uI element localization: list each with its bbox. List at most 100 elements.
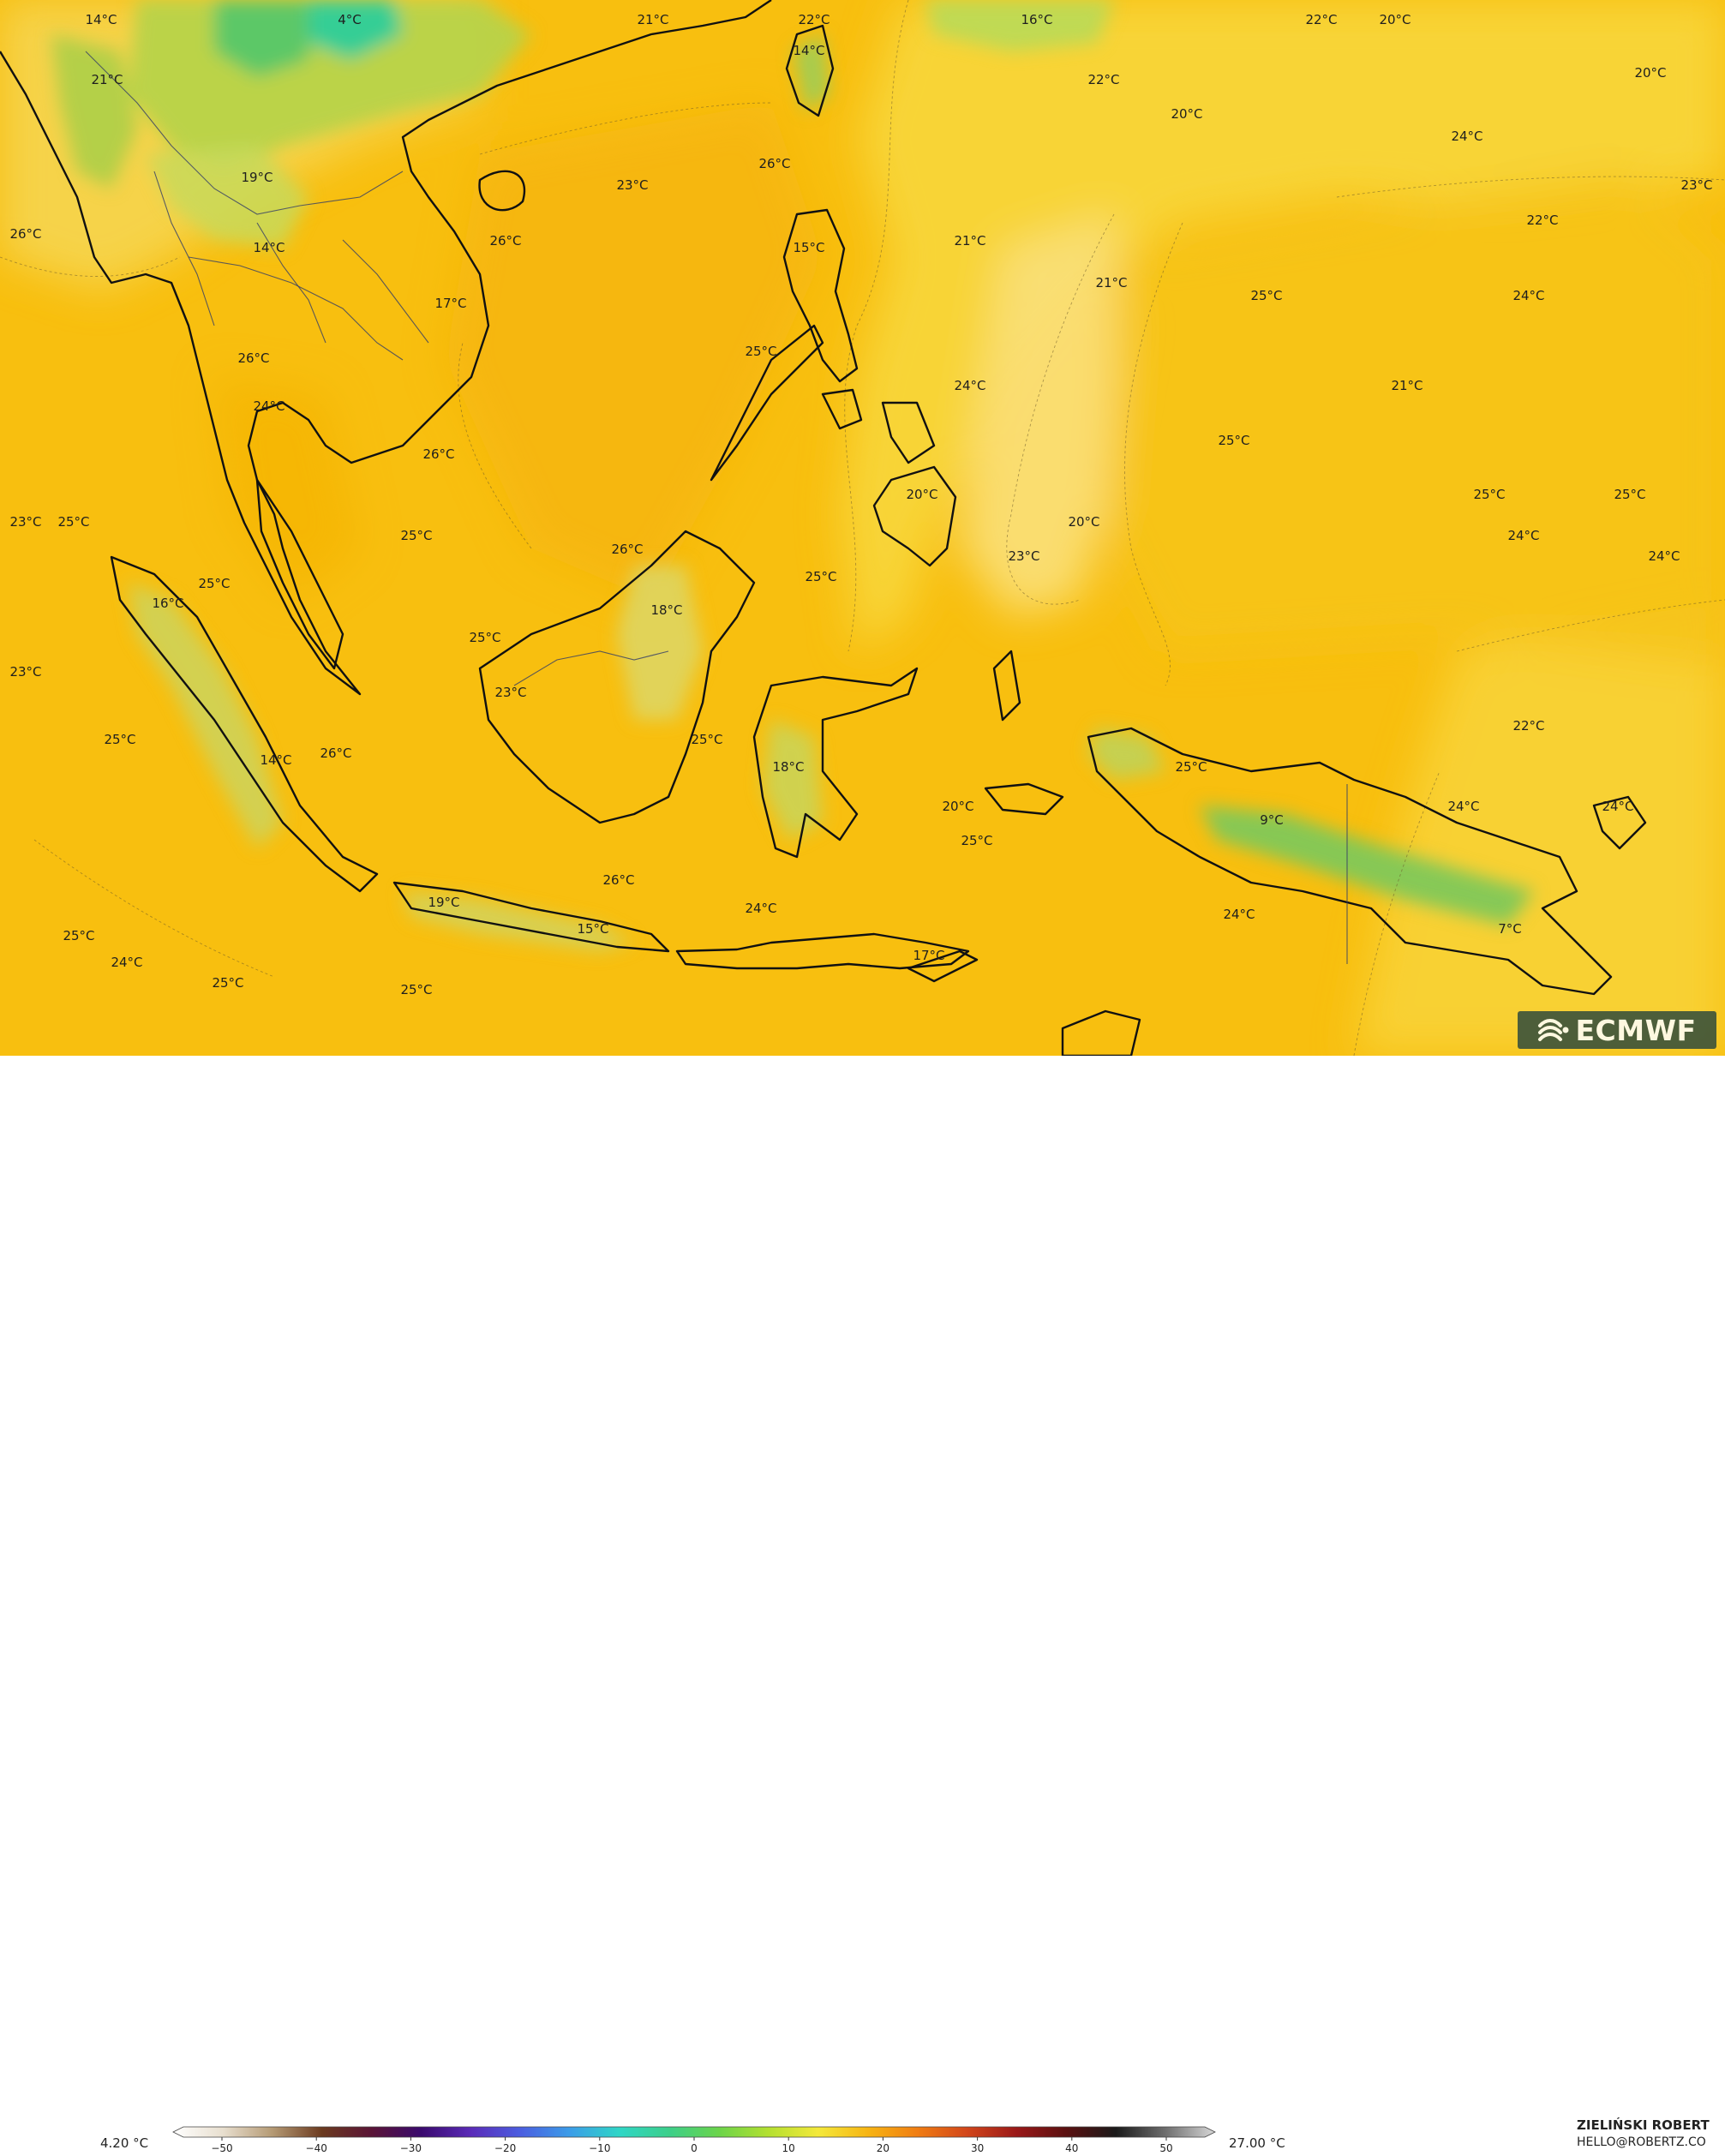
temperature-label: 26°C <box>9 226 41 242</box>
temperature-colorbar: −50 −40 −30 −20 −10 0 10 20 30 40 50 <box>172 2126 1216 2154</box>
temperature-label: 26°C <box>758 156 790 171</box>
temperature-label: 25°C <box>1473 487 1505 502</box>
temperature-label: 14°C <box>793 43 824 58</box>
temperature-label: 14°C <box>260 752 291 768</box>
temperature-label: 26°C <box>320 746 351 761</box>
temperature-label: 22°C <box>1305 12 1337 27</box>
ecmwf-logo: ECMWF <box>1518 1011 1716 1049</box>
temperature-label: 25°C <box>400 528 432 543</box>
temperature-label: 20°C <box>942 799 973 814</box>
temperature-label: 25°C <box>961 833 992 848</box>
temperature-label: 21°C <box>91 72 123 87</box>
temperature-label: 20°C <box>1379 12 1411 27</box>
national-borders <box>85 51 1348 964</box>
temperature-label: 25°C <box>400 982 432 997</box>
temperature-label: 22°C <box>1087 72 1119 87</box>
author-email: HELLO@ROBERTZ.CO <box>1577 2135 1706 2149</box>
max-temperature-value: 27.00 °C <box>1229 2135 1285 2151</box>
temperature-label: 23°C <box>1680 177 1712 193</box>
temperature-label: 24°C <box>111 955 142 970</box>
temperature-label: 18°C <box>772 759 804 775</box>
temperature-label: 17°C <box>434 296 466 311</box>
temperature-label: 21°C <box>637 12 668 27</box>
temperature-label: 23°C <box>9 664 41 680</box>
temperature-label: 24°C <box>954 378 985 393</box>
temperature-label: 19°C <box>428 895 459 910</box>
temperature-label: 16°C <box>152 596 183 611</box>
temperature-label: 25°C <box>104 732 135 747</box>
temperature-label: 20°C <box>1634 65 1666 81</box>
temperature-label: 24°C <box>1507 528 1539 543</box>
temperature-label: 24°C <box>745 901 776 916</box>
temperature-label: 24°C <box>1451 129 1482 144</box>
temperature-label: 24°C <box>1447 799 1479 814</box>
temperature-label: 26°C <box>602 872 634 888</box>
colorbar-tick-label: 0 <box>691 2142 698 2154</box>
temperature-label: 22°C <box>1512 718 1544 734</box>
temperature-label: 25°C <box>745 344 776 359</box>
temperature-label: 24°C <box>1512 288 1544 303</box>
colorbar-tick-label: 30 <box>971 2142 984 2154</box>
temperature-label: 14°C <box>253 240 285 255</box>
temperature-label: 24°C <box>1602 799 1633 814</box>
temperature-label: 15°C <box>577 921 608 937</box>
temperature-label: 19°C <box>241 170 273 185</box>
temperature-label: 7°C <box>1498 921 1522 937</box>
temperature-label: 25°C <box>1175 759 1207 775</box>
temperature-label: 23°C <box>9 514 41 530</box>
colorbar-tick-label: 10 <box>782 2142 795 2154</box>
colorbar-tick-label: −20 <box>494 2142 516 2154</box>
temperature-label: 25°C <box>469 630 500 645</box>
temperature-label: 20°C <box>1068 514 1099 530</box>
colorbar-tick-label: −50 <box>211 2142 232 2154</box>
ecmwf-wave-icon <box>1538 1019 1569 1041</box>
temperature-label: 23°C <box>494 685 526 700</box>
colorbar-tick-label: 40 <box>1065 2142 1078 2154</box>
colorbar-tick-label: 20 <box>877 2142 889 2154</box>
temperature-map[interactable]: 14°C 4°C 21°C 22°C 16°C 22°C 20°C 14°C 21°C 22°C 2… <box>0 0 1725 1056</box>
temperature-label: 24°C <box>1223 907 1255 922</box>
temperature-label: 25°C <box>691 732 722 747</box>
temperature-label: 4°C <box>338 12 362 27</box>
temperature-label: 16°C <box>1021 12 1052 27</box>
coastlines <box>0 0 1647 1056</box>
temperature-label: 25°C <box>198 576 230 591</box>
temperature-label: 17°C <box>913 948 944 963</box>
colorbar-gradient <box>172 2126 1216 2138</box>
temperature-label: 20°C <box>1171 106 1202 122</box>
temperature-label: 25°C <box>1218 433 1249 448</box>
temperature-label: 15°C <box>793 240 824 255</box>
temperature-zones <box>0 0 1725 1056</box>
temperature-label: 18°C <box>650 602 682 618</box>
ecmwf-text: ECMWF <box>1575 1013 1697 1047</box>
temperature-label: 21°C <box>1095 275 1127 290</box>
temperature-label: 25°C <box>1614 487 1645 502</box>
temperature-label: 25°C <box>212 975 243 991</box>
author-name: ZIELIŃSKI ROBERT <box>1577 2117 1710 2133</box>
colorbar-tick-label: −10 <box>589 2142 610 2154</box>
temperature-label: 22°C <box>1526 213 1558 228</box>
temperature-label: 25°C <box>1250 288 1282 303</box>
temperature-label: 26°C <box>489 233 521 249</box>
temperature-label: 25°C <box>63 928 94 943</box>
map-canvas: 14°C 4°C 21°C 22°C 16°C 22°C 20°C 14°C 21°C 22°C 2… <box>0 0 1725 1056</box>
temperature-label: 22°C <box>798 12 830 27</box>
min-temperature-value: 4.20 °C <box>100 2135 149 2151</box>
temperature-label: 26°C <box>422 446 454 462</box>
temperature-label: 21°C <box>954 233 985 249</box>
temperature-label: 14°C <box>85 12 117 27</box>
temperature-label: 24°C <box>1648 548 1680 564</box>
temperature-label: 25°C <box>805 569 836 584</box>
temperature-label: 21°C <box>1391 378 1423 393</box>
colorbar-tick-label: −30 <box>400 2142 422 2154</box>
temperature-labels: 14°C 4°C 21°C 22°C 16°C 22°C 20°C 14°C 21°C 22°C 2… <box>9 12 1712 997</box>
temperature-label: 23°C <box>616 177 648 193</box>
colorbar-tick-label: −40 <box>306 2142 327 2154</box>
temperature-label: 24°C <box>253 398 285 414</box>
temperature-label: 25°C <box>57 514 89 530</box>
colorbar-tick-label: 50 <box>1159 2142 1172 2154</box>
land-relief <box>51 0 1534 951</box>
temperature-label: 26°C <box>611 542 643 557</box>
temperature-label: 23°C <box>1008 548 1039 564</box>
temperature-label: 26°C <box>237 350 269 366</box>
